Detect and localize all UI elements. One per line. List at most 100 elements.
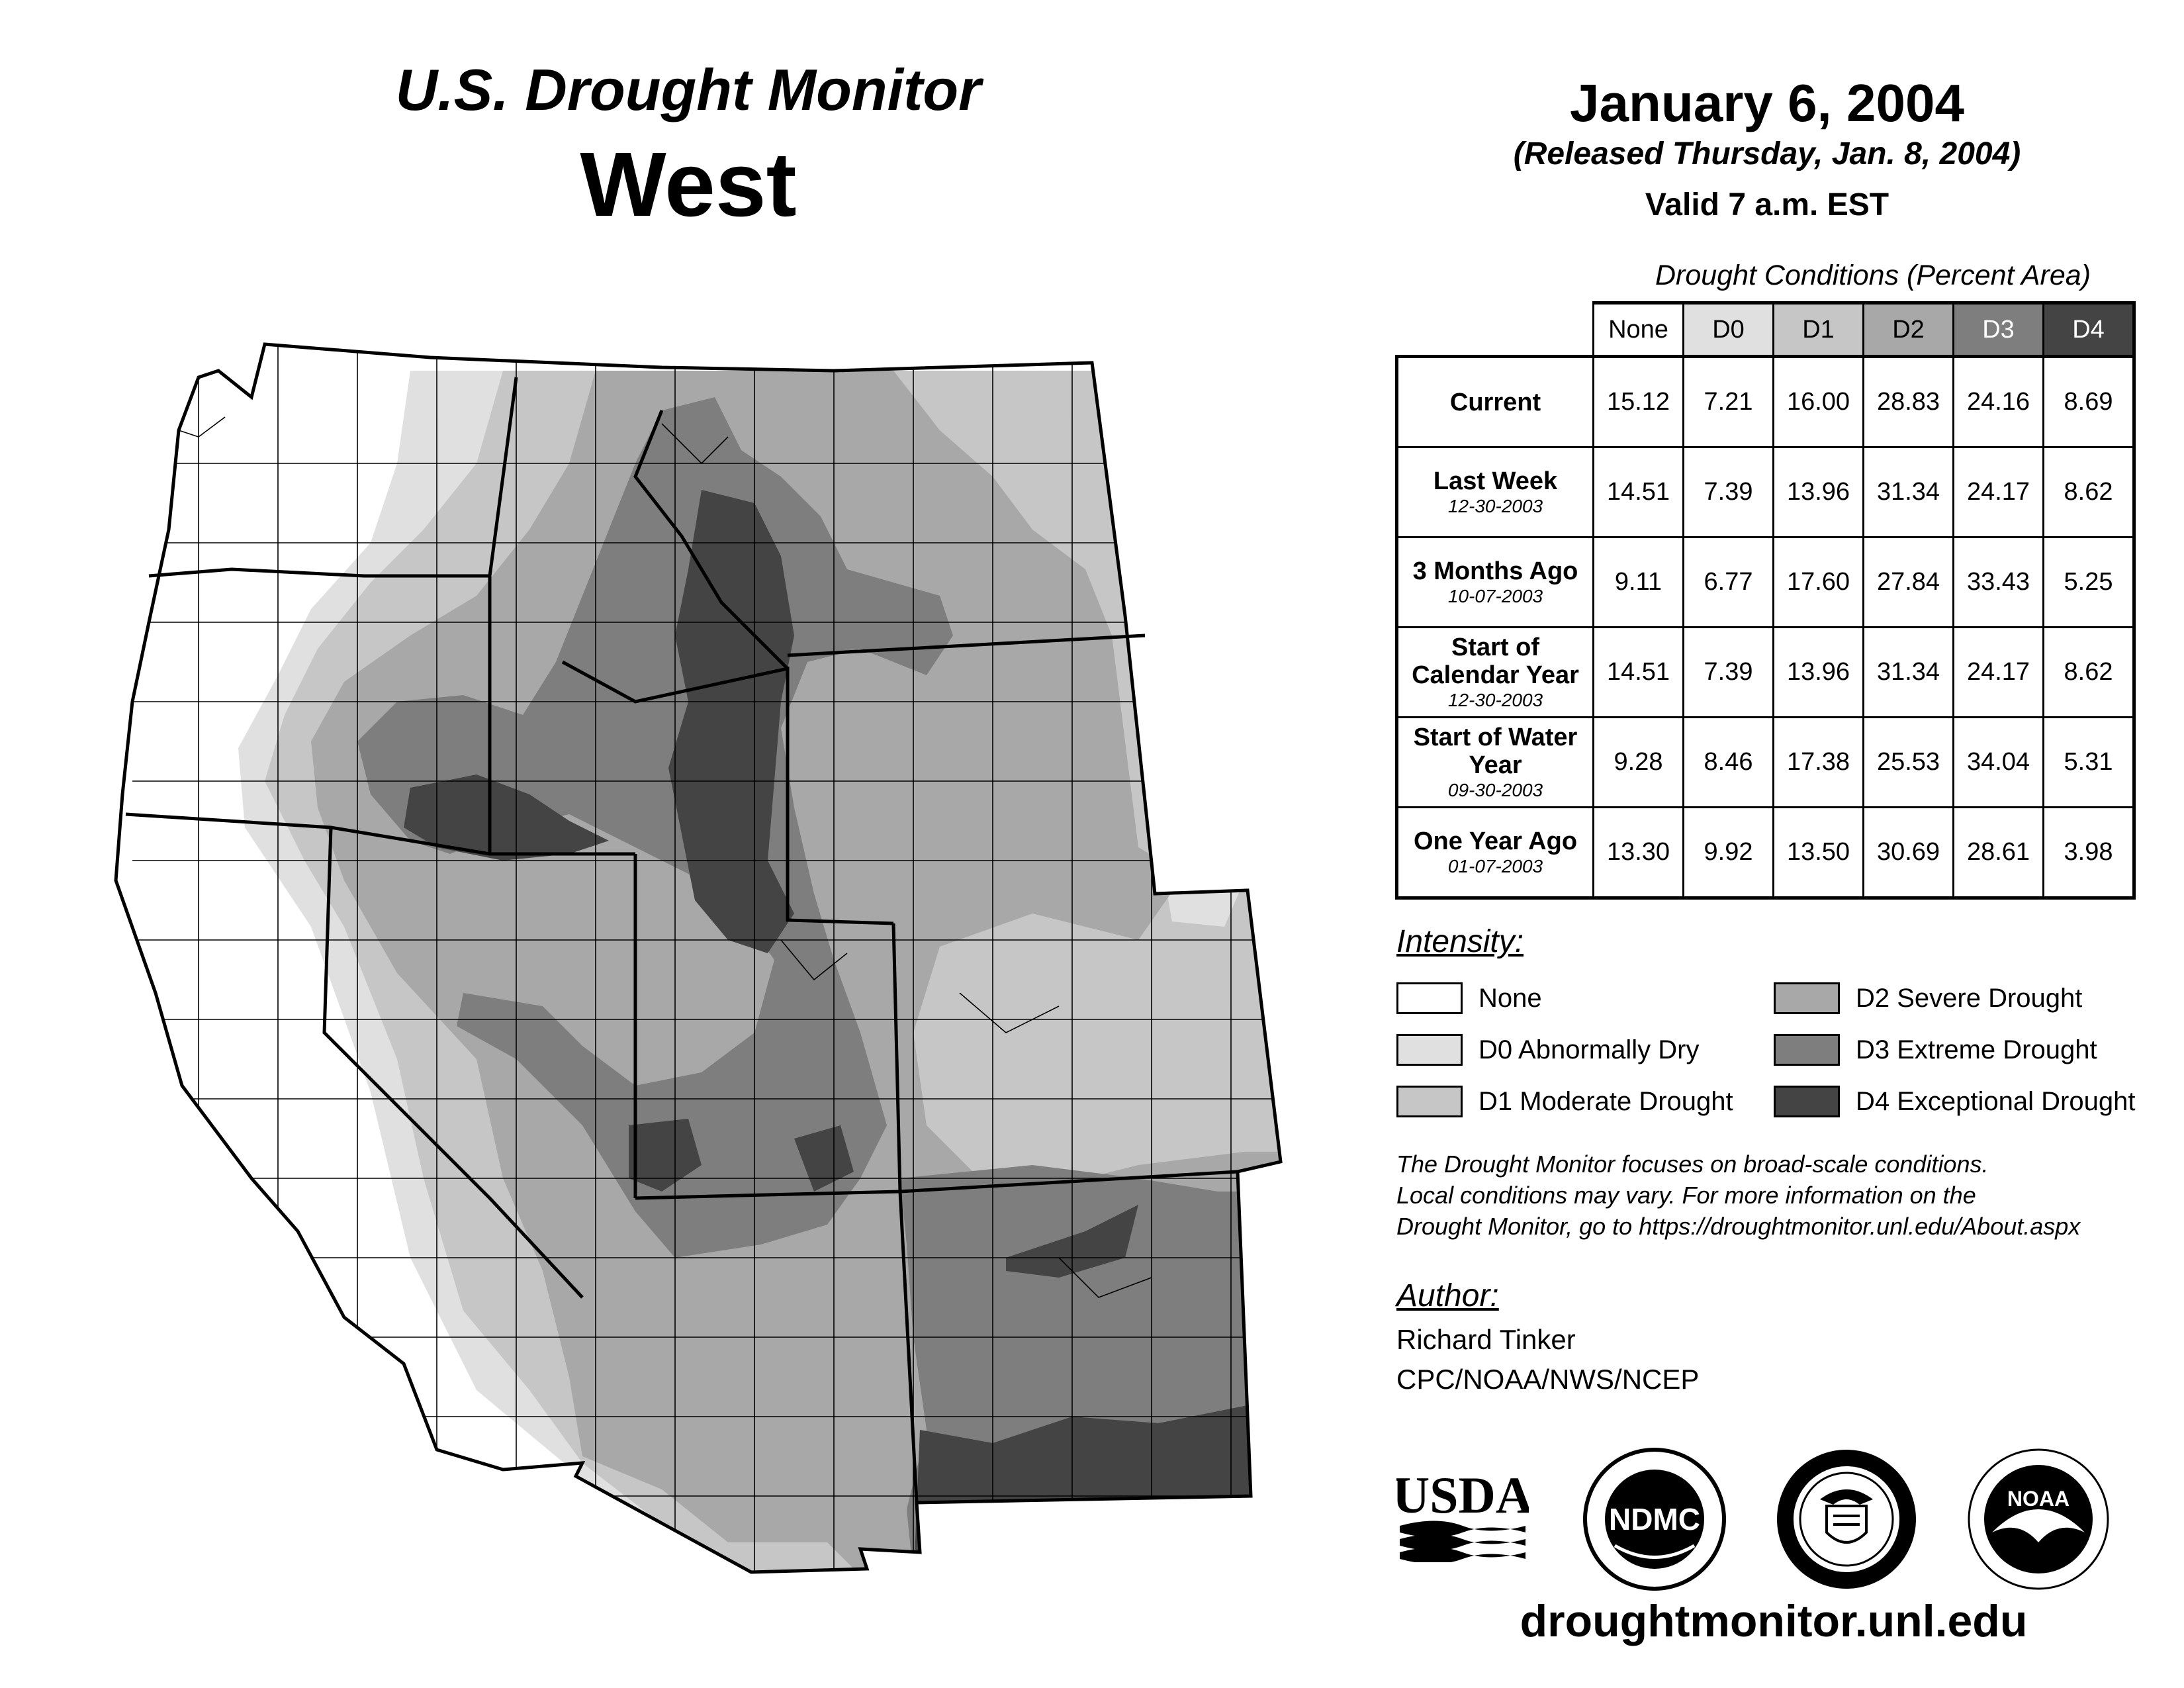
legend-item-d2: D2 Severe Drought	[1774, 981, 2082, 1015]
state-boundaries	[116, 344, 1281, 1572]
cell-d1: 13.96	[1772, 626, 1864, 718]
legend-swatch	[1774, 1086, 1840, 1117]
legend-item-d1: D1 Moderate Drought	[1396, 1084, 1733, 1119]
drought-map	[0, 0, 1390, 1622]
cell-d0: 9.92	[1682, 806, 1774, 900]
cell-none: 14.51	[1592, 626, 1684, 718]
cell-d1: 16.00	[1772, 355, 1864, 448]
note-line: Drought Monitor, go to https://droughtmo…	[1396, 1213, 2081, 1240]
map-date: January 6, 2004	[1570, 73, 1964, 132]
table-caption: Drought Conditions (Percent Area)	[1655, 259, 2091, 291]
cell-d4: 3.98	[2042, 806, 2136, 900]
cell-d1: 17.38	[1772, 716, 1864, 808]
col-header-d0: D0	[1682, 301, 1774, 357]
legend-swatch	[1774, 1034, 1840, 1066]
row-label: One Year Ago 01-07-2003	[1395, 806, 1594, 900]
cell-d0: 6.77	[1682, 536, 1774, 628]
legend-label: D4 Exceptional Drought	[1856, 1086, 2136, 1116]
row-date: 12-30-2003	[1447, 495, 1543, 516]
region-title: West	[580, 134, 797, 236]
author-name: Richard Tinker	[1396, 1324, 1576, 1355]
cell-d3: 24.17	[1952, 446, 2044, 538]
legend-swatch	[1396, 1086, 1463, 1117]
cell-d2: 25.53	[1862, 716, 1954, 808]
legend-swatch	[1396, 1034, 1463, 1066]
author-title: Author:	[1396, 1278, 1499, 1313]
row-date: 01-07-2003	[1447, 855, 1543, 876]
row-label: Start of Calendar Year 12-30-2003	[1395, 626, 1594, 718]
legend-label: None	[1479, 983, 1542, 1013]
table-header-row: None D0 D1 D2 D3 D4	[1396, 301, 2136, 358]
cell-d3: 33.43	[1952, 536, 2044, 628]
legend-label: D2 Severe Drought	[1856, 983, 2083, 1013]
note-line: Local conditions may vary. For more info…	[1396, 1182, 1976, 1209]
svg-text:NDMC: NDMC	[1609, 1502, 1700, 1536]
cell-d1: 13.50	[1772, 806, 1864, 900]
legend-label: D0 Abnormally Dry	[1479, 1035, 1700, 1064]
cell-d3: 24.17	[1952, 626, 2044, 718]
release-date: (Released Thursday, Jan. 8, 2004)	[1513, 136, 2021, 171]
cell-d2: 31.34	[1862, 626, 1954, 718]
legend-item-d3: D3 Extreme Drought	[1774, 1033, 2097, 1067]
row-date: 09-30-2003	[1447, 779, 1543, 800]
row-label: 3 Months Ago 10-07-2003	[1395, 536, 1594, 628]
cell-d3: 28.61	[1952, 806, 2044, 900]
cell-d2: 27.84	[1862, 536, 1954, 628]
cell-d4: 8.62	[2042, 626, 2136, 718]
department-of-commerce-seal	[1777, 1450, 1916, 1589]
cell-d3: 24.16	[1952, 355, 2044, 448]
svg-text:USDA: USDA	[1396, 1466, 1529, 1524]
valid-time: Valid 7 a.m. EST	[1645, 187, 1889, 222]
legend-label: D3 Extreme Drought	[1856, 1035, 2097, 1064]
cell-none: 9.11	[1592, 536, 1684, 628]
row-label: Start of Water Year 09-30-2003	[1395, 716, 1594, 808]
cell-d3: 34.04	[1952, 716, 2044, 808]
cell-d0: 8.46	[1682, 716, 1774, 808]
legend-title: Intensity:	[1396, 924, 1524, 959]
cell-none: 14.51	[1592, 446, 1684, 538]
note-line: The Drought Monitor focuses on broad-sca…	[1396, 1150, 1989, 1178]
col-header-d3: D3	[1952, 301, 2044, 357]
cell-d2: 28.83	[1862, 355, 1954, 448]
col-header-d2: D2	[1862, 301, 1954, 357]
table-row: Start of Water Year 09-30-2003 9.28 8.46 …	[1395, 716, 2136, 808]
legend-swatch	[1396, 982, 1463, 1014]
website-link[interactable]: droughtmonitor.unl.edu	[1520, 1596, 2028, 1646]
drought-stats-table: None D0 D1 D2 D3 D4 Current 15.12 7.21 1…	[1395, 301, 2136, 900]
cell-d1: 17.60	[1772, 536, 1864, 628]
author-org: CPC/NOAA/NWS/NCEP	[1396, 1364, 1700, 1395]
county-lines	[132, 344, 1281, 1572]
legend-item-d0: D0 Abnormally Dry	[1396, 1033, 1699, 1067]
row-date: 12-30-2003	[1447, 689, 1543, 710]
cell-d0: 7.39	[1682, 446, 1774, 538]
col-header-d4: D4	[2042, 301, 2136, 357]
legend-swatch	[1774, 982, 1840, 1014]
col-header-d1: D1	[1772, 301, 1864, 357]
drought-zones	[238, 371, 1281, 1572]
legend-label: D1 Moderate Drought	[1479, 1086, 1733, 1116]
noaa-logo: NOAA	[1968, 1448, 2109, 1590]
svg-text:NOAA: NOAA	[2007, 1487, 2070, 1511]
header-blank	[1396, 303, 1594, 358]
col-header-none: None	[1592, 301, 1684, 357]
cell-d0: 7.21	[1682, 355, 1774, 448]
table-row: Current 15.12 7.21 16.00 28.83 24.16 8.6…	[1395, 355, 2136, 448]
map-title: U.S. Drought Monitor	[395, 57, 981, 122]
cell-d2: 30.69	[1862, 806, 1954, 900]
legend-item-none: None	[1396, 981, 1542, 1015]
cell-d4: 5.25	[2042, 536, 2136, 628]
cell-d4: 8.62	[2042, 446, 2136, 538]
disclaimer-note: The Drought Monitor focuses on broad-sca…	[1396, 1149, 2177, 1242]
legend-item-d4: D4 Exceptional Drought	[1774, 1084, 2135, 1119]
row-label: Current	[1395, 355, 1594, 448]
zone-d4	[404, 490, 1281, 1572]
usda-logo: USDA	[1396, 1466, 1529, 1562]
ndmc-logo: NDMC	[1583, 1448, 1726, 1591]
cell-none: 9.28	[1592, 716, 1684, 808]
cell-d0: 7.39	[1682, 626, 1774, 718]
cell-d4: 8.69	[2042, 355, 2136, 448]
cell-none: 15.12	[1592, 355, 1684, 448]
row-date: 10-07-2003	[1447, 585, 1543, 606]
cell-none: 13.30	[1592, 806, 1684, 900]
cell-d4: 5.31	[2042, 716, 2136, 808]
